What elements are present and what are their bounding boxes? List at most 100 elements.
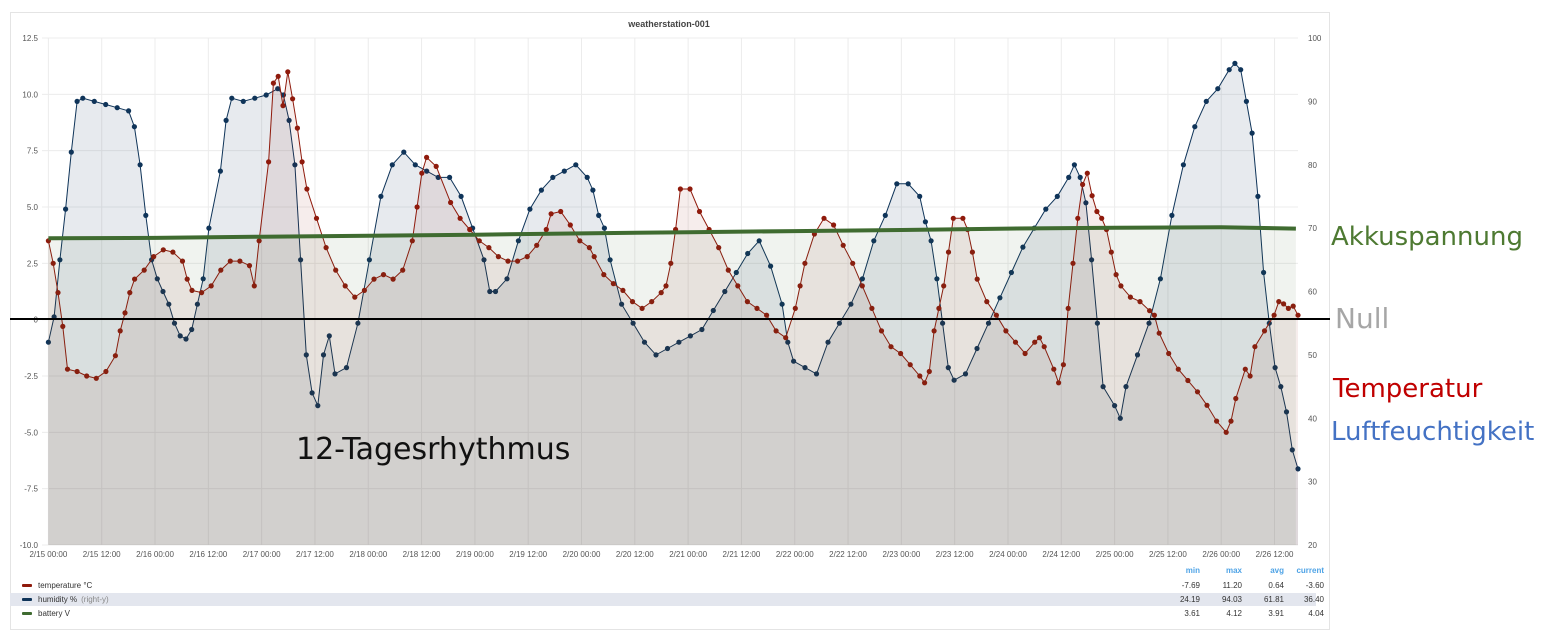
data-point xyxy=(486,245,492,251)
legend-header-avg[interactable]: avg xyxy=(1270,566,1284,575)
data-point xyxy=(1056,380,1062,386)
data-point xyxy=(275,73,281,79)
data-point xyxy=(266,159,272,165)
legend-header-current[interactable]: current xyxy=(1296,566,1324,575)
legend-avg: 61.81 xyxy=(1263,595,1284,604)
data-point xyxy=(1233,395,1239,402)
x-tick-label: 2/17 12:00 xyxy=(296,550,334,559)
data-point xyxy=(922,219,929,225)
legend-header-min[interactable]: min xyxy=(1185,566,1200,575)
y-right-tick-label: 50 xyxy=(1308,351,1317,360)
x-tick-label: 2/24 00:00 xyxy=(989,550,1027,559)
data-point xyxy=(309,390,315,396)
data-point xyxy=(361,287,367,293)
data-point xyxy=(414,204,420,210)
data-point xyxy=(1012,339,1019,345)
data-point xyxy=(1112,403,1118,409)
data-point xyxy=(355,320,361,326)
data-point xyxy=(878,328,885,334)
data-point xyxy=(229,95,235,101)
data-point xyxy=(1295,312,1301,318)
data-point xyxy=(401,149,407,155)
data-point xyxy=(1071,162,1077,168)
data-point xyxy=(263,92,269,98)
legend-swatch xyxy=(22,612,32,615)
data-point xyxy=(380,272,387,278)
data-point xyxy=(1271,312,1277,318)
legend-series-name[interactable]: battery V xyxy=(38,609,71,618)
data-point xyxy=(112,353,118,359)
data-point xyxy=(1232,60,1238,66)
data-point xyxy=(117,328,123,334)
data-point xyxy=(1066,174,1072,180)
data-point xyxy=(333,267,339,273)
data-point xyxy=(639,305,645,311)
data-point xyxy=(366,257,372,263)
data-point xyxy=(898,350,904,357)
data-point xyxy=(1089,193,1095,199)
data-point xyxy=(1036,335,1043,341)
data-point xyxy=(457,215,463,221)
data-point xyxy=(630,320,636,326)
data-point xyxy=(68,149,74,155)
data-point xyxy=(1094,208,1100,215)
legend-series-name[interactable]: temperature °C xyxy=(38,581,93,590)
data-point xyxy=(93,375,99,381)
legend-series-name[interactable]: humidity % (right-y) xyxy=(38,595,109,604)
data-point xyxy=(584,174,590,180)
data-point xyxy=(246,263,253,269)
data-point xyxy=(797,283,803,289)
legend-header-max[interactable]: max xyxy=(1225,566,1242,575)
legend-swatch xyxy=(22,598,32,601)
chart-panel: weatherstation-001 -10.0 -7.5 -5.0 -2.5 0 2.5… xyxy=(10,12,1330,630)
annotation-rhythm: 12-Tagesrhythmus xyxy=(296,432,571,467)
data-point xyxy=(936,305,942,311)
legend-row-battery[interactable]: battery V 3.61 4.12 3.91 4.04 xyxy=(10,607,1324,620)
data-point xyxy=(199,290,205,296)
data-point xyxy=(189,326,195,333)
data-point xyxy=(74,98,80,104)
data-point xyxy=(179,258,186,264)
data-point xyxy=(629,299,636,305)
legend-row-humidity[interactable]: humidity % (right-y) 24.19 94.03 61.81 36… xyxy=(10,593,1324,606)
data-point xyxy=(871,238,877,244)
zero-line xyxy=(10,318,1330,320)
annotation-humidity: Luftfeuchtigkeit xyxy=(1331,417,1535,447)
data-point xyxy=(785,339,791,345)
y-left-tick-label: 7.5 xyxy=(27,147,39,156)
data-point xyxy=(1289,447,1295,453)
data-point xyxy=(218,267,224,273)
data-point xyxy=(515,238,521,244)
series-area xyxy=(48,227,1296,546)
chart-title: weatherstation-001 xyxy=(627,19,710,29)
legend-row-temperature[interactable]: temperature °C -7.69 11.20 0.64 -3.60 xyxy=(10,579,1324,592)
data-point xyxy=(1215,86,1221,92)
data-point xyxy=(1238,67,1244,73)
legend-avg: 0.64 xyxy=(1268,581,1284,590)
data-point xyxy=(1156,330,1162,336)
x-tick-label: 2/17 00:00 xyxy=(243,550,281,559)
data-point xyxy=(343,365,350,371)
data-point xyxy=(1226,67,1232,73)
data-point xyxy=(907,362,913,368)
y-left-tick-label: -10.0 xyxy=(20,541,39,550)
data-point xyxy=(756,238,762,244)
x-tick-label: 2/23 00:00 xyxy=(882,550,920,559)
data-point xyxy=(687,333,694,339)
data-point xyxy=(934,276,940,282)
series-area xyxy=(48,63,1298,546)
data-point xyxy=(184,276,190,282)
data-point xyxy=(1100,384,1106,390)
annotation-battery: Akkuspannung xyxy=(1331,222,1523,252)
data-point xyxy=(342,283,348,289)
y-right-tick-label: 70 xyxy=(1308,224,1317,233)
data-point xyxy=(905,181,911,187)
data-point xyxy=(412,162,418,168)
data-point xyxy=(252,95,258,101)
data-point xyxy=(1146,320,1152,326)
data-point xyxy=(400,267,406,273)
data-point xyxy=(1247,373,1253,379)
data-point xyxy=(524,254,530,260)
legend-max: 4.12 xyxy=(1226,609,1242,618)
data-point xyxy=(534,242,540,248)
